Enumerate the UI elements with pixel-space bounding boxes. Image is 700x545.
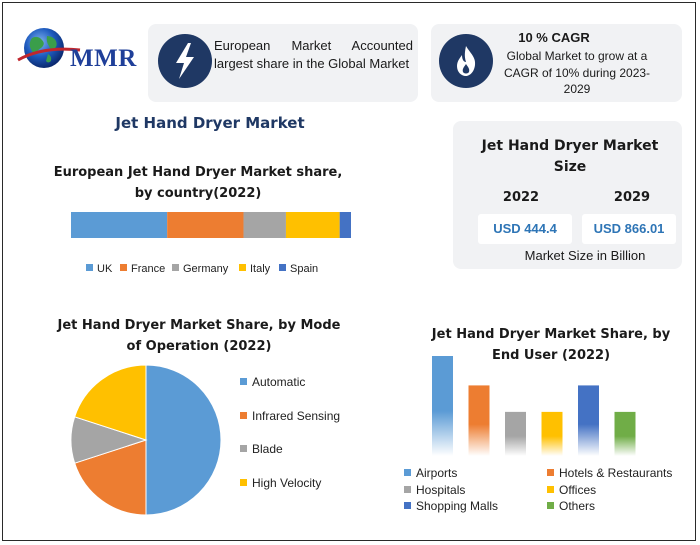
legend-label: Shopping Malls <box>416 499 499 513</box>
legend-swatch <box>547 485 554 493</box>
enduser-bar-airports <box>432 356 453 456</box>
enduser-legend-item-offices: Offices <box>547 483 596 497</box>
enduser-legend-item-hospitals: Hospitals <box>404 483 465 497</box>
cagr-title: 10 % CAGR <box>518 30 590 45</box>
market-size-value-2029: USD 866.01 <box>582 214 676 244</box>
mode-pie-chart <box>70 364 222 516</box>
enduser-legend-item-shopping-malls: Shopping Malls <box>404 499 498 513</box>
enduser-bar-others <box>614 411 636 456</box>
enduser-bar-shopping-malls <box>578 385 599 456</box>
european-legend-item-germany: Germany <box>172 263 228 275</box>
legend-swatch <box>404 469 411 476</box>
european-bar-segment-germany <box>243 212 286 238</box>
enduser-bar-hospitals <box>505 411 526 456</box>
legend-swatch <box>240 478 247 486</box>
legend-label: UK <box>97 263 113 275</box>
european-bar-segment-italy <box>285 212 340 238</box>
market-size-year-2029: 2029 <box>613 190 651 205</box>
mode-legend-item-high-velocity: High Velocity <box>240 476 321 490</box>
mode-legend-item-blade: Blade <box>240 442 283 456</box>
european-legend-item-france: France <box>120 263 165 275</box>
enduser-bar-hotels-and-restaurants <box>468 385 490 456</box>
enduser-legend-item-hotels-and-restaurants: Hotels & Restaurants <box>547 466 672 480</box>
market-size-title: Jet Hand Dryer Market Size <box>481 138 659 175</box>
european-legend-item-spain: Spain <box>279 263 318 275</box>
cagr-text: Global Market to grow at a CAGR of 10% d… <box>503 49 651 96</box>
european-bar-segment-spain <box>339 212 351 238</box>
legend-label: Automatic <box>252 375 306 389</box>
legend-label: High Velocity <box>252 475 322 490</box>
legend-swatch <box>240 378 247 385</box>
enduser-bar-offices <box>541 411 563 456</box>
enduser-chart-title: Jet Hand Dryer Market Share, by End User… <box>431 327 671 363</box>
market-size-unit-note: Market Size in Billion <box>524 248 646 263</box>
market-size-card <box>453 121 682 269</box>
enduser-chart-legend: Airports Hotels & Restaurants Hospitals Off… <box>404 466 694 516</box>
legend-label: Blade <box>252 442 283 456</box>
legend-swatch <box>240 445 247 452</box>
legend-label: Spain <box>290 263 319 275</box>
legend-swatch <box>547 469 554 476</box>
european-bar-segment-france <box>167 212 244 238</box>
market-size-value-2022: USD 444.4 <box>478 214 572 244</box>
mode-legend-item-automatic: Automatic <box>240 375 305 389</box>
european-legend-item-uk: UK <box>86 263 112 275</box>
mode-chart-title: Jet Hand Dryer Market Share, by Mode of … <box>57 318 341 354</box>
mode-legend-item-infrared-sensing: Infrared Sensing <box>240 409 340 423</box>
legend-swatch <box>172 264 179 271</box>
european-stacked-bar-chart <box>71 212 351 238</box>
enduser-bar-chart <box>432 356 636 456</box>
legend-swatch <box>279 264 286 271</box>
european-chart-title: European Jet Hand Dryer Market share, by… <box>53 165 343 201</box>
pie-slice-infrared-sensing <box>74 439 147 516</box>
flame-icon <box>439 34 493 88</box>
legend-label: Airports <box>416 466 458 480</box>
legend-label: Hotels & Restaurants <box>559 466 673 480</box>
mode-chart-legend: Automatic Infrared Sensing Blade High Veloc… <box>240 375 370 500</box>
legend-label: Infrared Sensing <box>252 408 341 423</box>
enduser-legend-item-others: Others <box>547 499 595 513</box>
globe-icon <box>17 28 81 68</box>
market-size-year-2022: 2022 <box>502 190 540 205</box>
legend-label: Others <box>559 499 596 513</box>
european-legend-item-italy: Italy <box>239 263 270 275</box>
brand-logo: MMR <box>14 24 144 76</box>
european-chart-legend: UK France Germany Italy Spain <box>86 263 346 277</box>
legend-label: Italy <box>250 263 271 275</box>
legend-label: Hospitals <box>416 482 466 497</box>
legend-swatch <box>120 264 127 271</box>
legend-swatch <box>86 264 93 271</box>
legend-swatch <box>404 502 411 509</box>
legend-swatch <box>239 264 246 271</box>
european-callout-text: European Market Accounted largest share … <box>214 38 413 71</box>
pie-slice-high-velocity <box>74 364 147 441</box>
european-bar-segment-uk <box>71 212 168 238</box>
legend-label: Germany <box>183 263 229 275</box>
lightning-icon <box>158 34 212 88</box>
legend-swatch <box>240 411 247 419</box>
legend-label: France <box>131 263 166 275</box>
enduser-legend-item-airports: Airports <box>404 466 457 480</box>
legend-swatch <box>404 485 411 493</box>
main-title: Jet Hand Dryer Market <box>115 114 305 132</box>
brand-name: MMR <box>70 45 137 72</box>
legend-label: Offices <box>559 482 597 497</box>
pie-slice-automatic <box>145 364 222 516</box>
legend-swatch <box>547 502 554 509</box>
